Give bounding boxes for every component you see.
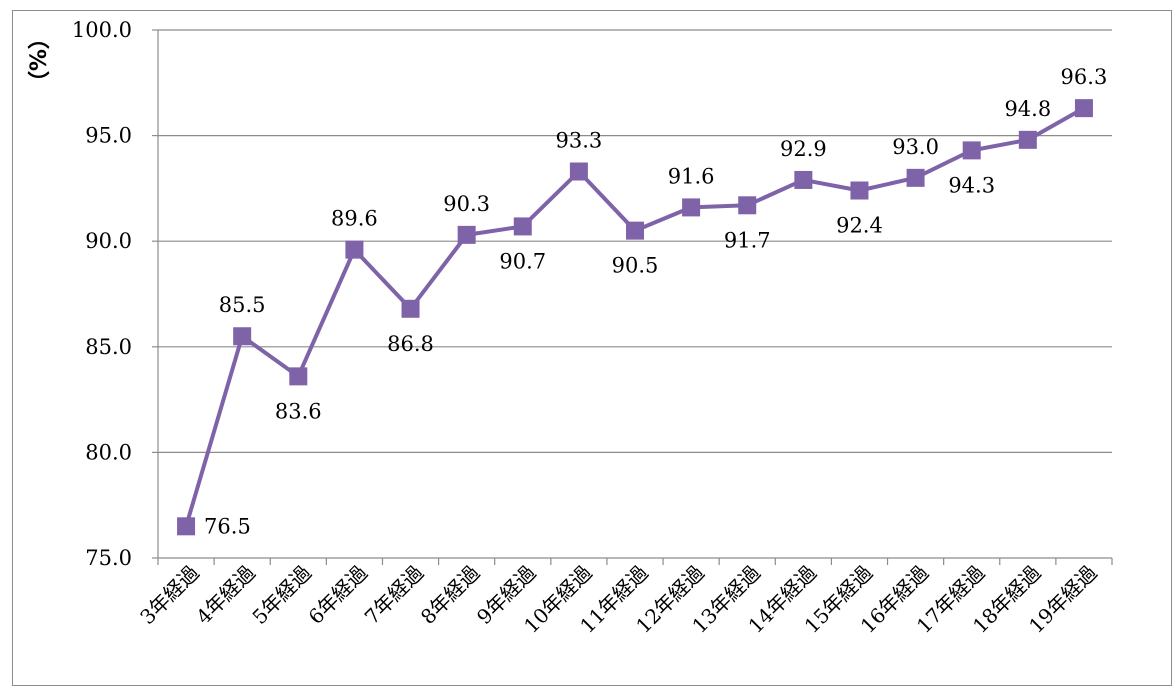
data-label: 89.6	[331, 207, 378, 231]
data-point	[682, 198, 701, 217]
data-label: 92.4	[836, 214, 883, 238]
y-axis-label: （%）	[24, 27, 50, 93]
x-tick-label: 6年経過	[304, 561, 372, 629]
data-point	[626, 221, 644, 240]
data-labels: 76.5 85.5 83.6 89.6 86.8 90.3 90.7 93.3 90.5 91.6…	[204, 65, 1107, 538]
data-label: 94.3	[948, 173, 995, 197]
series-line-path	[184, 106, 1085, 527]
gridlines	[158, 29, 1112, 453]
data-point	[1018, 130, 1037, 149]
y-tick-label: 100.0	[72, 18, 132, 42]
data-label: 92.9	[780, 137, 827, 161]
data-label: 93.0	[892, 135, 939, 159]
y-tick-labels: 75.0 80.0 85.0 90.0 95.0 100.0	[72, 18, 132, 570]
data-point	[345, 240, 364, 259]
data-label: 86.8	[387, 332, 434, 356]
data-point	[233, 327, 252, 346]
data-label: 91.7	[724, 228, 771, 252]
data-label: 85.5	[219, 293, 266, 317]
y-tick-label: 80.0	[85, 440, 132, 464]
y-tick-label: 95.0	[85, 124, 132, 148]
data-point	[177, 517, 196, 536]
x-tick-label: 8年経過	[416, 561, 484, 629]
x-tick-labels: 3年経過4年経過5年経過6年経過7年経過8年経過9年経過10年経過11年経過12…	[135, 561, 1101, 638]
data-point	[401, 299, 420, 318]
data-point	[794, 170, 813, 189]
data-point	[850, 181, 869, 200]
data-label: 96.3	[1061, 65, 1108, 89]
x-tick-label: 7年経過	[360, 561, 428, 629]
data-point	[289, 367, 308, 386]
data-markers	[177, 99, 1093, 536]
x-tick-label: 3年経過	[135, 561, 203, 629]
y-tick-label: 85.0	[85, 335, 132, 359]
chart-frame	[12, 10, 1172, 686]
data-label: 90.5	[612, 254, 659, 278]
x-tick-label: 4年経過	[191, 561, 259, 629]
data-point	[457, 225, 476, 244]
data-point	[513, 217, 532, 236]
y-tick-label: 75.0	[85, 546, 132, 570]
y-tick-label: 90.0	[85, 229, 132, 253]
data-label: 91.6	[668, 164, 715, 188]
data-point	[738, 196, 757, 215]
data-point	[962, 141, 981, 160]
series-line	[184, 106, 1085, 527]
data-label: 90.7	[499, 249, 546, 273]
data-point	[1074, 99, 1093, 118]
data-label: 76.5	[204, 514, 251, 538]
x-tick-label: 5年経過	[247, 561, 315, 629]
data-label: 94.8	[1004, 97, 1051, 121]
data-label: 93.3	[555, 129, 602, 153]
data-point	[906, 168, 925, 187]
data-label: 90.3	[443, 192, 490, 216]
data-label: 83.6	[275, 399, 322, 423]
data-point	[569, 162, 588, 181]
axes	[152, 29, 1113, 565]
